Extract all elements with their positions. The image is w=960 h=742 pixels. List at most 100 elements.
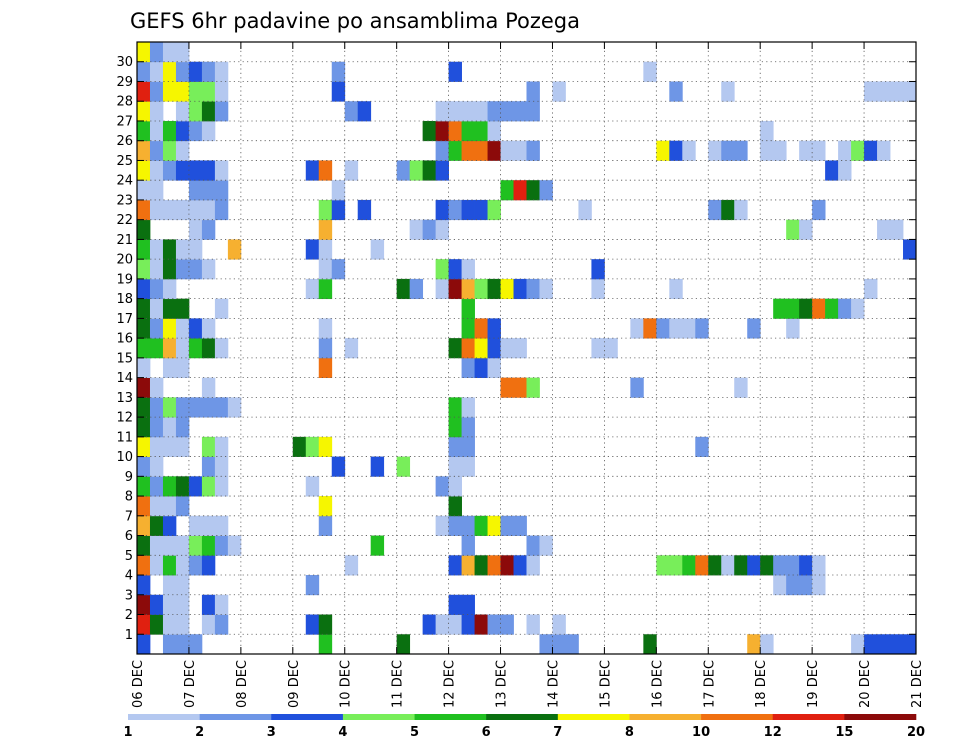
heatmap-cell (799, 575, 813, 596)
heatmap-cell (526, 81, 540, 102)
heatmap-cell (137, 120, 151, 142)
colorbar-label: 12 (764, 725, 782, 740)
heatmap-cell (474, 199, 488, 221)
heatmap-cell (149, 594, 164, 615)
heatmap-cell (591, 278, 605, 300)
heatmap-cell (656, 555, 670, 576)
heatmap-cell (137, 318, 151, 339)
heatmap-cell (487, 278, 501, 300)
heatmap-cell (175, 298, 190, 319)
heatmap-cell (175, 496, 190, 517)
heatmap-cell (461, 298, 475, 319)
heatmap-cell (435, 199, 449, 221)
heatmap-cell (149, 278, 164, 300)
heatmap-cell (149, 160, 164, 181)
heatmap-cell (448, 101, 462, 122)
heatmap-cell (162, 575, 177, 596)
heatmap-cell (188, 338, 203, 359)
heatmap-cell (604, 338, 618, 359)
heatmap-cell (201, 515, 216, 536)
heatmap-cell (175, 614, 190, 635)
chart-title: GEFS 6hr padavine po ansamblima Pozega (130, 9, 580, 33)
heatmap-cell (487, 515, 501, 536)
heatmap-cell (175, 81, 190, 102)
y-tick-label: 10 (116, 450, 133, 465)
colorbar-label: 4 (338, 725, 347, 740)
heatmap-cell (890, 634, 904, 655)
heatmap-cell (773, 298, 787, 319)
gridlines (137, 42, 916, 654)
heatmap-cell (149, 476, 164, 497)
heatmap-cell (448, 140, 462, 161)
heatmap-cell (214, 436, 229, 457)
heatmap-cell (682, 555, 696, 576)
heatmap-cell (500, 515, 514, 536)
heatmap-cell (734, 199, 748, 221)
heatmap-cell (578, 199, 592, 221)
heatmap-cell (409, 278, 424, 300)
heatmap-cell (812, 199, 826, 221)
heatmap-cell (513, 515, 527, 536)
y-tick-label: 5 (125, 549, 133, 564)
heatmap-cell (786, 219, 800, 240)
heatmap-cell (162, 160, 177, 181)
heatmap-cell (500, 140, 514, 161)
heatmap-cell (500, 180, 514, 201)
heatmap-cell (175, 594, 190, 615)
heatmap-cell (214, 101, 229, 122)
heatmap-cell (474, 140, 488, 161)
heatmap-cell (175, 239, 190, 260)
heatmap-cell (137, 634, 151, 655)
heatmap-cell (721, 140, 735, 161)
heatmap-cell (903, 634, 917, 655)
heatmap-cell (851, 298, 865, 319)
heatmap-cell (526, 140, 540, 161)
y-tick-label: 15 (116, 351, 133, 366)
heatmap-cell (318, 259, 333, 280)
heatmap-cell (461, 120, 475, 142)
heatmap-cell (812, 555, 826, 576)
heatmap-cell (448, 397, 462, 418)
heatmap-cell (162, 61, 177, 82)
colorbar-label: 15 (835, 725, 853, 740)
heatmap-cell (435, 219, 449, 240)
heatmap-cell (137, 199, 151, 221)
heatmap-cell (331, 259, 346, 280)
heatmap-cell (708, 199, 722, 221)
heatmap-cell (864, 81, 878, 102)
heatmap-cell (149, 180, 164, 201)
heatmap-cell (461, 397, 475, 418)
heatmap-cell (513, 555, 527, 576)
heatmap-cell (513, 140, 527, 161)
heatmap-cell (435, 101, 449, 122)
heatmap-cell (162, 634, 177, 655)
heatmap-cell (149, 377, 164, 398)
y-tick-label: 16 (116, 332, 133, 347)
y-tick-label: 11 (116, 430, 133, 445)
heatmap-cell (513, 278, 527, 300)
heatmap-cell (448, 338, 462, 359)
heatmap-cell (487, 120, 501, 142)
heatmap-cell (162, 397, 177, 418)
heatmap-cell (137, 456, 151, 477)
heatmap-cell (137, 61, 151, 82)
heatmap-cell (591, 259, 605, 280)
heatmap-cell (162, 278, 177, 300)
heatmap-cell (474, 357, 488, 379)
heatmap-cell (188, 81, 203, 102)
heatmap-cell (137, 397, 151, 418)
heatmap-cell (305, 160, 320, 181)
heatmap-cell (669, 555, 683, 576)
heatmap-cell (331, 81, 346, 102)
heatmap-cell (721, 555, 735, 576)
heatmap-cell (435, 278, 449, 300)
heatmap-cell (513, 101, 527, 122)
heatmap-cell (188, 199, 203, 221)
heatmap-cell (903, 81, 917, 102)
heatmap-cell (539, 535, 553, 556)
heatmap-cell (149, 397, 164, 418)
heatmap-cell (474, 614, 488, 635)
heatmap-cell (149, 101, 164, 122)
heatmap-cell (149, 298, 164, 319)
heatmap-cell (435, 515, 449, 536)
